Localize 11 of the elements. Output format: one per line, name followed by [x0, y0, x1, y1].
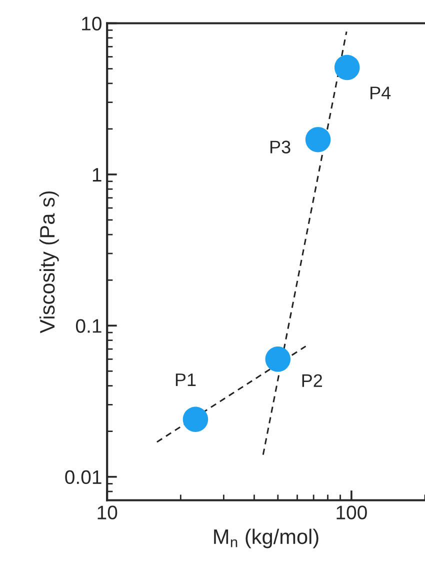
- annotation: P4: [370, 86, 391, 100]
- y-tick-label: 0.01: [65, 470, 102, 484]
- x-tick-label: 100: [336, 506, 367, 520]
- annotation: P2: [302, 374, 322, 387]
- y-tick-label: 1: [92, 168, 102, 182]
- y-tick-label: 10: [82, 16, 102, 30]
- x-axis-title: M$_{n}$ (kg/mol): [214, 528, 318, 548]
- y-axis-title: Viscosity (Pa s): [39, 191, 59, 334]
- y-tick-label: 0.1: [76, 319, 102, 333]
- annotation: P1: [176, 374, 196, 386]
- annotation: P3: [270, 140, 290, 154]
